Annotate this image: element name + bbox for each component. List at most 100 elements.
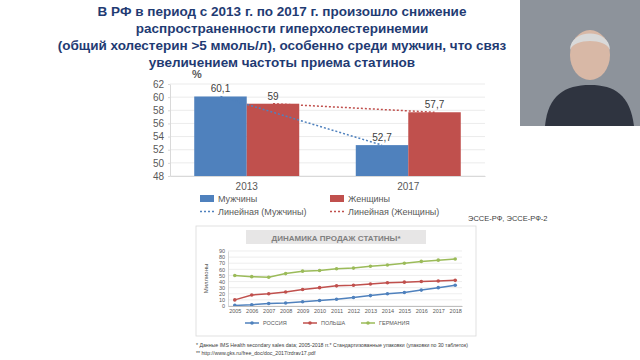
tick: 2017 (397, 176, 420, 192)
legend-label: РОССИЯ (263, 320, 287, 326)
point (335, 267, 339, 271)
point (436, 279, 440, 283)
tick-label: 20 (219, 291, 225, 297)
legend-label: Линейная (Мужчины) (218, 207, 307, 217)
point (403, 261, 407, 265)
tick: 60 (153, 92, 170, 103)
tick-label: 30 (219, 285, 225, 291)
point (453, 257, 457, 261)
slide: В РФ в период с 2013 г. по 2017 г. произ… (0, 0, 640, 360)
axis-line (171, 176, 486, 177)
tick: 50 (219, 273, 228, 279)
tick: 48 (153, 171, 170, 182)
plot-area (233, 257, 457, 306)
legend-item: Женщины (330, 194, 390, 204)
point (284, 301, 288, 305)
tick: 50 (153, 158, 170, 169)
legend-label: ПОЛЬША (321, 320, 345, 326)
legend-item: ГЕРМАНИЯ (361, 320, 409, 326)
grid-line (228, 257, 462, 258)
photo-head (570, 30, 610, 80)
point (318, 269, 322, 273)
grid-line (228, 306, 462, 307)
tick-label: 2017 (397, 181, 420, 192)
tick-label: 2014 (382, 308, 394, 314)
axis-line (170, 85, 171, 177)
legend-swatch (200, 195, 214, 202)
tick: 2008 (280, 306, 292, 314)
tick-label: 2005 (229, 308, 241, 314)
line-series (233, 279, 457, 302)
line-series (233, 283, 457, 306)
tick-label: 10 (219, 297, 225, 303)
bar-chart: В РФ в период с 2013 г. по 2017 г. произ… (58, 4, 548, 223)
point (352, 283, 356, 287)
legend: РОССИЯ ПОЛЬША ГЕРМАНИЯ (245, 320, 409, 326)
tick: 2010 (314, 306, 326, 314)
legend-marker (366, 321, 370, 325)
legend-swatch (200, 211, 214, 213)
legend-label: Линейная (Женщины) (348, 207, 439, 217)
legend-item: ПОЛЬША (303, 320, 345, 326)
tick: 2016 (416, 306, 428, 314)
tick: 58 (153, 105, 170, 116)
tick: 62 (153, 79, 170, 90)
point (301, 269, 305, 273)
photo-hair (570, 34, 610, 51)
legend-label: ГЕРМАНИЯ (379, 320, 409, 326)
tick-label: 52 (153, 144, 165, 155)
tick: 2018 (450, 306, 462, 314)
trend-line (220, 96, 382, 145)
tick: 2015 (399, 306, 411, 314)
point (318, 299, 322, 303)
point (369, 282, 373, 286)
annotation: ЭССЕ-РФ, ЭССЕ-РФ-2 (468, 214, 548, 223)
point (267, 302, 271, 306)
tick-label: 50 (219, 273, 225, 279)
series-line (235, 285, 455, 305)
tick-label: 2009 (297, 308, 309, 314)
point (318, 286, 322, 290)
tick: 70 (219, 260, 228, 266)
data-labels: 60,152,75957,7 (211, 83, 445, 143)
tick-mark (168, 137, 170, 138)
tick: 0 (222, 303, 228, 309)
tick: 2013 (365, 306, 377, 314)
footnote: * Данные IMS Health secondary sales data… (196, 342, 468, 348)
point (420, 280, 424, 284)
tick: 2014 (382, 306, 394, 314)
point (386, 263, 390, 267)
title-line: увеличением частоты приема статинов (149, 55, 415, 70)
legend-item: РОССИЯ (245, 320, 287, 326)
title-line: В РФ в период с 2013 г. по 2017 г. произ… (98, 4, 467, 19)
bar (194, 96, 247, 176)
point (233, 274, 237, 278)
data-label: 60,1 (211, 83, 231, 94)
point (250, 293, 254, 297)
tick-label: 62 (153, 79, 165, 90)
bar (247, 104, 300, 176)
tick: 2009 (297, 306, 309, 314)
point (250, 303, 254, 306)
point (453, 279, 457, 283)
background (0, 0, 640, 360)
series-line (235, 280, 455, 300)
series-line (235, 259, 455, 277)
legend-swatch (330, 211, 344, 213)
tick: 2005 (229, 306, 241, 314)
tick: 2013 (236, 176, 259, 192)
grid (170, 84, 485, 176)
y-axis-title: Миллионы (203, 264, 209, 294)
point (420, 260, 424, 264)
tick: 56 (153, 118, 170, 129)
point (284, 290, 288, 294)
line-series (233, 257, 457, 279)
tick: 2017 (433, 306, 445, 314)
data-label: 52,7 (372, 132, 392, 143)
tick: 54 (153, 131, 170, 142)
legend-swatch (330, 195, 344, 202)
legend-item: Линейная (Женщины) (330, 207, 439, 217)
tick-label: 2015 (399, 308, 411, 314)
photo-background (520, 0, 640, 126)
point (403, 280, 407, 284)
